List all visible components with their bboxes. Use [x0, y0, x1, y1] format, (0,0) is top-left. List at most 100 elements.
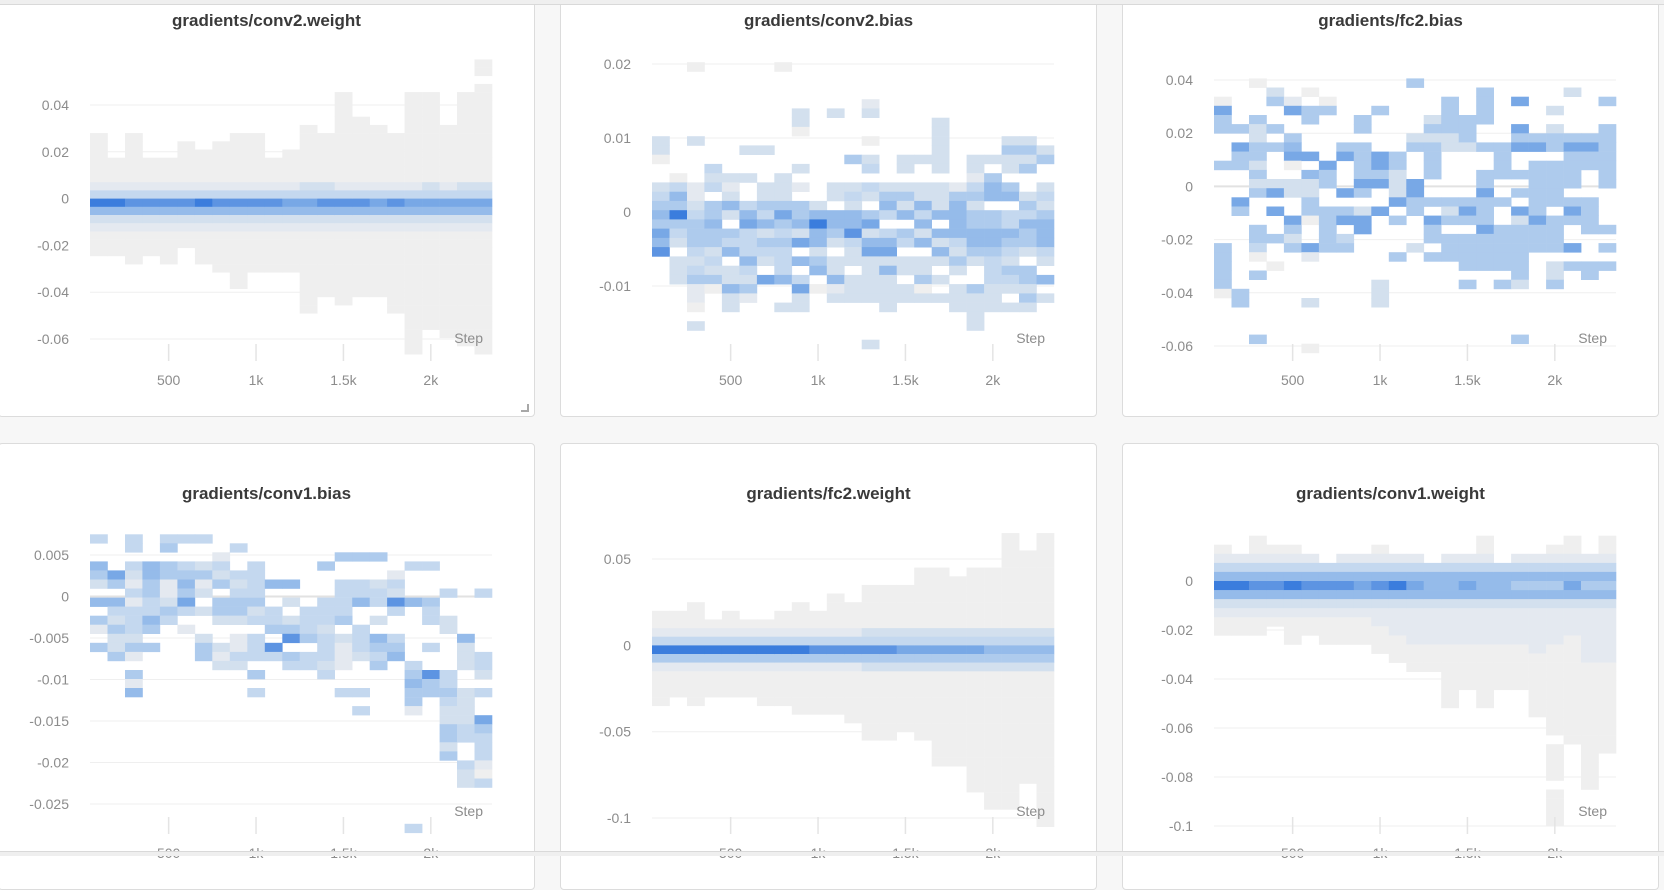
- panel-conv2-weight[interactable]: gradients/conv2.weight 0.04 0.02 0 -0.02 -0.…: [0, 0, 535, 417]
- heatmap-cell: [90, 215, 108, 224]
- histogram-heatmap[interactable]: 0.0050-0.005-0.01-0.015-0.02-0.0255001k1…: [0, 444, 535, 890]
- heatmap-cell: [264, 264, 283, 273]
- heatmap-cell: [247, 651, 266, 662]
- heatmap-cell: [844, 228, 863, 239]
- heatmap-cell: [861, 645, 880, 655]
- panel-conv2-bias[interactable]: gradients/conv2.bias 0.02 0.01 0 -0.01 500 1k…: [560, 0, 1097, 417]
- heatmap-cell: [1458, 644, 1477, 654]
- panel-conv1-bias[interactable]: gradients/conv1.bias 0.005 0 -0.005 -0.01 -0…: [0, 443, 535, 890]
- heatmap-cell: [404, 133, 423, 142]
- heatmap-cell: [984, 256, 1002, 266]
- heatmap-cell: [1231, 206, 1250, 216]
- heatmap-cell: [247, 239, 266, 249]
- heatmap-cell: [931, 628, 950, 637]
- heatmap-cell: [1019, 662, 1037, 672]
- heatmap-cell: [387, 149, 405, 158]
- y-tick-label: -0.06: [1161, 720, 1193, 736]
- heatmap-cell: [1563, 169, 1582, 180]
- heatmap-cell: [844, 628, 863, 637]
- heatmap-cell: [1036, 774, 1055, 784]
- heatmap-cell: [247, 606, 266, 616]
- heatmap-cell: [809, 654, 828, 663]
- heatmap-cell: [317, 651, 335, 662]
- heatmap-cell: [439, 288, 458, 298]
- heatmap-cell: [1266, 581, 1285, 591]
- heatmap-cell: [791, 636, 810, 646]
- heatmap-cell: [334, 247, 353, 257]
- heatmap-cell: [861, 154, 880, 165]
- heatmap-cell: [1266, 206, 1285, 216]
- heatmap-cell: [1598, 617, 1617, 627]
- heatmap-cell: [194, 651, 213, 662]
- heatmap-cell: [299, 296, 318, 306]
- heatmap-cell: [457, 706, 475, 716]
- y-tick-label: 0.01: [604, 130, 631, 146]
- heatmap-cell: [721, 610, 740, 620]
- heatmap-cell: [352, 633, 370, 644]
- heatmap-cell: [177, 198, 196, 208]
- heatmap-cell: [90, 597, 108, 607]
- heatmap-cell: [1001, 679, 1020, 689]
- heatmap-cell: [1598, 744, 1617, 754]
- heatmap-cell: [1336, 142, 1355, 152]
- heatmap-cell: [474, 670, 493, 680]
- heatmap-cell: [687, 619, 705, 629]
- resize-handle-icon[interactable]: [521, 404, 529, 412]
- heatmap-cell: [879, 628, 897, 637]
- heatmap-cell: [229, 198, 248, 208]
- heatmap-cell: [1528, 224, 1547, 235]
- heatmap-cell: [791, 697, 810, 707]
- heatmap-cell: [247, 157, 266, 167]
- panel-fc2-bias[interactable]: gradients/fc2.bias 0.04 0.02 0 -0.02 -0.04 -0…: [1122, 0, 1659, 417]
- heatmap-cell: [756, 191, 775, 202]
- heatmap-cell: [247, 688, 266, 698]
- heatmap-cell: [861, 163, 880, 174]
- heatmap-cell: [229, 206, 248, 216]
- heatmap-cell: [474, 165, 493, 175]
- heatmap-cell: [1353, 179, 1372, 189]
- heatmap-cell: [809, 662, 828, 672]
- heatmap-cell: [1581, 626, 1599, 636]
- heatmap-cell: [474, 305, 493, 314]
- heatmap-cell: [264, 255, 283, 265]
- heatmap-cell: [1581, 224, 1599, 235]
- panel-fc2-weight[interactable]: gradients/fc2.weight 0.050-0.05-0.15001k…: [560, 443, 1097, 890]
- heatmap-cell: [474, 778, 493, 788]
- heatmap-cell: [282, 231, 301, 240]
- heatmap-cell: [1283, 599, 1302, 609]
- heatmap-cell: [1511, 590, 1529, 600]
- heatmap-cell: [721, 274, 740, 285]
- heatmap-cell: [1336, 599, 1355, 609]
- heatmap-cell: [791, 602, 810, 612]
- panel-conv1-weight[interactable]: gradients/conv1.weight 0 -0.02 -0.04 -0.06-…: [1122, 443, 1659, 890]
- heatmap-cell: [1581, 608, 1599, 618]
- heatmap-cell: [1371, 635, 1390, 645]
- heatmap-cell: [125, 174, 143, 183]
- heatmap-cell: [1598, 644, 1617, 654]
- heatmap-cell: [1231, 626, 1250, 636]
- heatmap-cell: [739, 671, 758, 681]
- heatmap-cell: [352, 642, 370, 653]
- heatmap-cell: [247, 149, 266, 158]
- heatmap-cell: [687, 219, 705, 229]
- heatmap-cell: [791, 705, 810, 715]
- heatmap-cell: [439, 624, 458, 634]
- heatmap-cell: [896, 593, 915, 603]
- heatmap-cell: [809, 265, 828, 276]
- heatmap-cell: [177, 597, 196, 607]
- heatmap-cell: [914, 671, 932, 681]
- heatmap-cell: [861, 628, 880, 637]
- heatmap-cell: [1266, 590, 1285, 600]
- heatmap-cell: [1036, 559, 1055, 568]
- heatmap-cell: [1036, 200, 1055, 211]
- heatmap-cell: [1001, 265, 1020, 276]
- heatmap-cell: [404, 313, 423, 322]
- heatmap-cell: [1318, 96, 1337, 107]
- heatmap-cell: [1563, 735, 1582, 745]
- heatmap-cell: [1581, 707, 1599, 718]
